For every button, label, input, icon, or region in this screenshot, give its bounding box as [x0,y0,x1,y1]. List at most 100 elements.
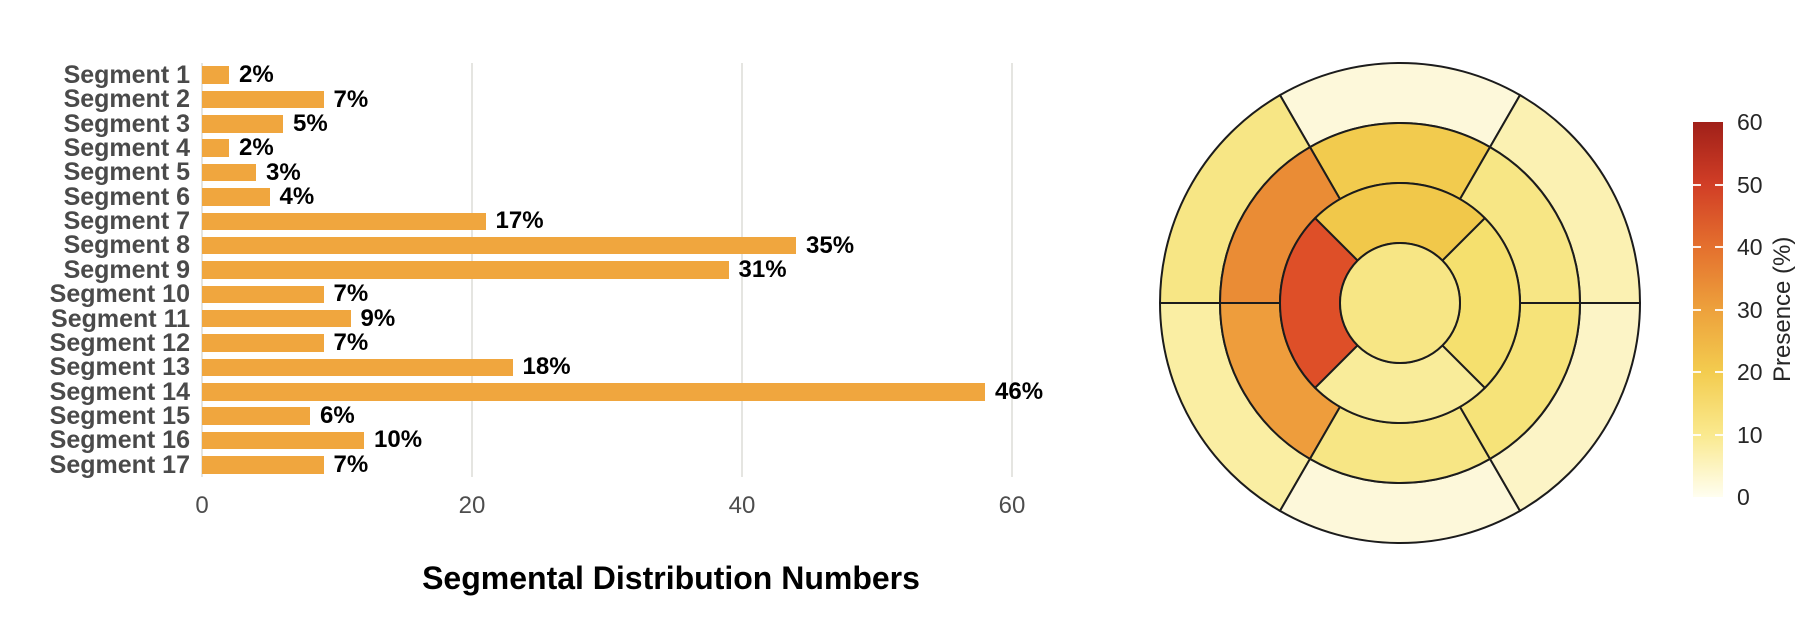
colorbar-tickmark-30-right [1715,308,1723,311]
bar-segment-6 [202,188,270,206]
colorbar-tickmark-30-left [1693,308,1701,311]
bullseye-segment-17 [1339,242,1461,364]
bar-value-label-segment-11: 9% [360,304,396,332]
bar-row-segment-9: 31% [202,255,1178,283]
bullseye-plot [1158,61,1642,545]
bar-segment-7 [202,212,486,231]
colorbar-gradient [1693,122,1723,497]
colorbar-label: Presence (%) [1769,236,1796,383]
bullseye-svg [1158,61,1642,545]
bar-segment-14 [202,383,985,401]
colorbar-tick-50: 50 [1737,171,1763,198]
colorbar-tickmark-40-right [1715,246,1723,248]
colorbar-tick-30: 30 [1737,296,1763,323]
category-label-segment-8: Segment 8 [63,231,190,260]
bar-row-segment-10: 7% [202,280,1178,308]
bar-row-segment-8: 35% [202,231,1178,259]
bar-value-label-segment-12: 7% [333,329,369,357]
colorbar-tick-10: 10 [1737,421,1763,448]
bar-row-segment-7: 17% [202,207,1178,235]
x-axis-tick-60: 60 [998,492,1026,519]
bar-segment-8 [202,236,796,255]
colorbar-tickmark-50-right [1715,183,1723,186]
bar-row-segment-3: 5% [202,109,1178,137]
category-label-segment-7: Segment 7 [63,207,190,236]
category-label-segment-15: Segment 15 [49,401,190,430]
colorbar-tick-40: 40 [1737,234,1763,260]
bar-value-label-segment-7: 17% [495,207,544,235]
bar-value-label-segment-8: 35% [806,231,855,259]
category-axis-labels: Segment 1 Segment 2 Segment 3 Segment 4 Segm… [0,61,190,479]
bar-row-segment-1: 2% [202,61,1178,89]
bar-row-segment-5: 3% [202,158,1178,186]
bar-row-segment-17: 7% [202,450,1178,478]
category-label-segment-11: Segment 11 [51,304,190,333]
bar-segment-3 [202,115,283,133]
category-label-segment-17: Segment 17 [49,450,190,479]
colorbar-tickmark-50-left [1693,183,1701,186]
bar-value-label-segment-9: 31% [738,255,787,283]
bar-value-label-segment-1: 2% [239,61,274,89]
bar-segment-9 [202,261,729,279]
category-label-segment-16: Segment 16 [49,426,190,455]
x-axis-tick-0: 0 [195,492,209,519]
bar-row-segment-2: 7% [202,85,1178,113]
colorbar-tick-20: 20 [1737,359,1763,385]
bar-value-label-segment-17: 7% [333,450,369,478]
bar-value-label-segment-2: 7% [333,85,369,113]
colorbar-tickmark-20-left [1693,371,1701,373]
category-label-segment-3: Segment 3 [63,109,190,138]
x-axis-tick-labels: 0 20 40 60 [195,492,1025,522]
bar-value-label-segment-4: 2% [239,134,274,162]
bar-row-segment-13: 18% [202,353,1178,381]
colorbar-tickmark-40-left [1693,246,1701,248]
category-label-segment-14: Segment 14 [49,377,190,406]
x-axis-tick-20: 20 [458,492,486,519]
bar-row-segment-16: 10% [202,426,1178,454]
colorbar-tick-labels: 0 10 20 30 40 50 60 [1737,109,1797,510]
category-label-segment-5: Segment 5 [63,158,190,187]
bar-value-label-segment-3: 5% [293,109,328,137]
category-label-segment-1: Segment 1 [63,61,190,89]
category-label-segment-12: Segment 12 [49,328,190,357]
bar-value-label-segment-5: 3% [266,158,301,186]
bar-segment-1 [202,66,229,84]
bar-row-segment-14: 46% [202,377,1178,405]
category-label-segment-9: Segment 9 [63,255,190,284]
bar-value-label-segment-10: 7% [333,280,369,308]
bar-value-label-segment-16: 10% [374,426,423,454]
bar-value-label-segment-6: 4% [279,182,315,210]
x-axis-tick-40: 40 [728,492,756,519]
colorbar-tickmark-20-right [1715,371,1723,373]
bar-row-segment-6: 4% [202,182,1178,210]
gridline-x-40 [741,63,743,477]
bar-segment-12 [202,334,324,352]
bar-segment-11 [202,309,351,328]
bar-row-segment-4: 2% [202,134,1178,162]
category-label-segment-10: Segment 10 [49,280,190,309]
x-axis-title: Segmental Distribution Numbers [422,560,920,596]
bar-segment-16 [202,431,364,450]
bar-segment-10 [202,285,324,304]
colorbar-tick-60: 60 [1737,109,1763,135]
colorbar-tickmark-10-left [1693,433,1701,436]
gridline-x-60 [1011,63,1013,477]
bar-value-label-segment-15: 6% [320,402,355,430]
bar-segment-5 [202,163,256,182]
bar-row-segment-11: 9% [202,304,1178,332]
bar-row-segment-15: 6% [202,402,1178,430]
colorbar-tickmark-10-right [1715,433,1723,436]
bar-chart-panel: 2% 7% 5% 2% 3% 4% 17% 35% 31% 7% 9% 7% 18% 46% 6% 10% 7% [201,61,1043,478]
bar-segment-17 [202,456,324,474]
bar-segment-13 [202,358,513,377]
bar-segment-2 [202,90,324,109]
bar-segment-4 [202,139,229,157]
category-label-segment-13: Segment 13 [49,353,190,382]
bar-value-label-segment-13: 18% [522,353,571,381]
category-label-segment-6: Segment 6 [63,182,190,211]
category-label-segment-2: Segment 2 [63,85,190,114]
bar-value-label-segment-14: 46% [995,377,1044,405]
bar-segment-15 [202,407,310,425]
category-label-segment-4: Segment 4 [63,134,190,163]
